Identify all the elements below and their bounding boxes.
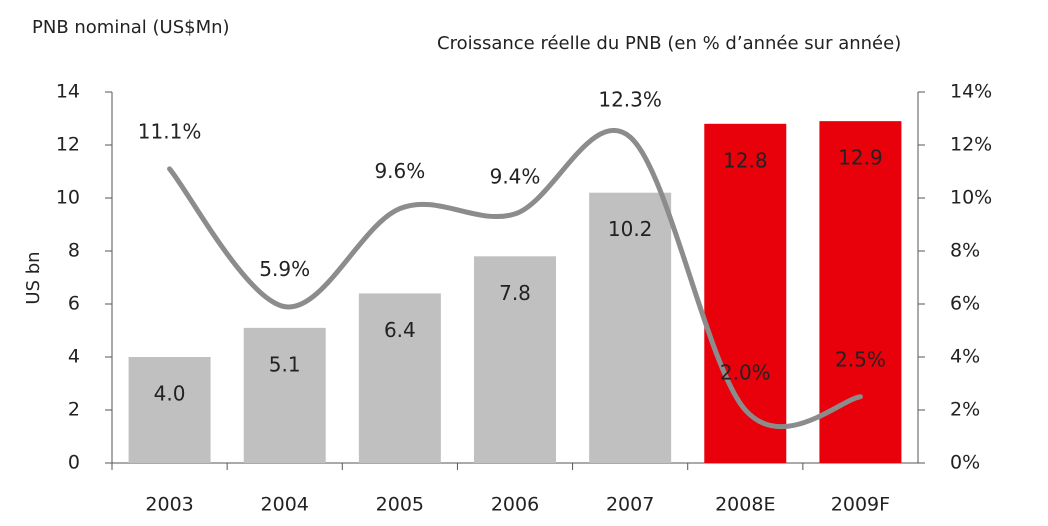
y2-tick-label: 8% [950,240,980,262]
y2-tick-label: 4% [950,346,980,368]
y-tick-label: 4 [68,346,80,368]
line-label: 11.1% [138,119,202,143]
bar [358,293,441,463]
bar [128,357,211,463]
y-tick-label: 2 [68,399,80,421]
line-label: 9.6% [374,159,425,183]
x-tick-label: 2006 [491,494,539,516]
line-label: 2.0% [720,361,771,385]
bar [589,192,672,463]
y-tick-label: 0 [68,452,80,474]
y2-tick-label: 10% [950,187,992,209]
x-tick-label: 2008E [715,494,775,516]
y-tick-label: 12 [56,134,80,156]
line [167,127,863,430]
bar-label: 5.1 [269,352,301,376]
line-label: 12.3% [598,88,662,112]
right-title: Croissance réelle du PNB (en % d’année s… [437,33,901,54]
left-title: PNB nominal (US$Mn) [32,17,230,38]
x-tick-label: 2009F [831,494,890,516]
y-axis-label: US bn [23,251,44,304]
y2-tick-label: 6% [950,293,980,315]
y2-tick-label: 0% [950,452,980,474]
x-tick-label: 2007 [606,494,654,516]
y-tick-label: 6 [68,293,80,315]
line-label: 5.9% [259,257,310,281]
bar [243,327,326,463]
bar-label: 4.0 [154,382,186,406]
y2-tick-label: 12% [950,134,992,156]
bar-label: 10.2 [608,217,653,241]
bar-label: 12.8 [723,148,768,172]
x-tick-label: 2004 [261,494,309,516]
x-tick-label: 2005 [376,494,424,516]
x-tick-label: 2003 [145,494,193,516]
y-tick-label: 10 [56,187,80,209]
y-tick-label: 8 [68,240,80,262]
bar [474,256,556,463]
y2-tick-label: 14% [950,81,992,103]
y-tick-label: 14 [56,81,80,103]
bar-label: 12.9 [838,146,883,170]
bar-label: 6.4 [384,318,416,342]
bar-label: 7.8 [499,281,531,305]
y2-tick-label: 2% [950,399,980,421]
line-label: 2.5% [835,347,886,371]
bar [819,121,902,464]
line-label: 9.4% [490,164,541,188]
